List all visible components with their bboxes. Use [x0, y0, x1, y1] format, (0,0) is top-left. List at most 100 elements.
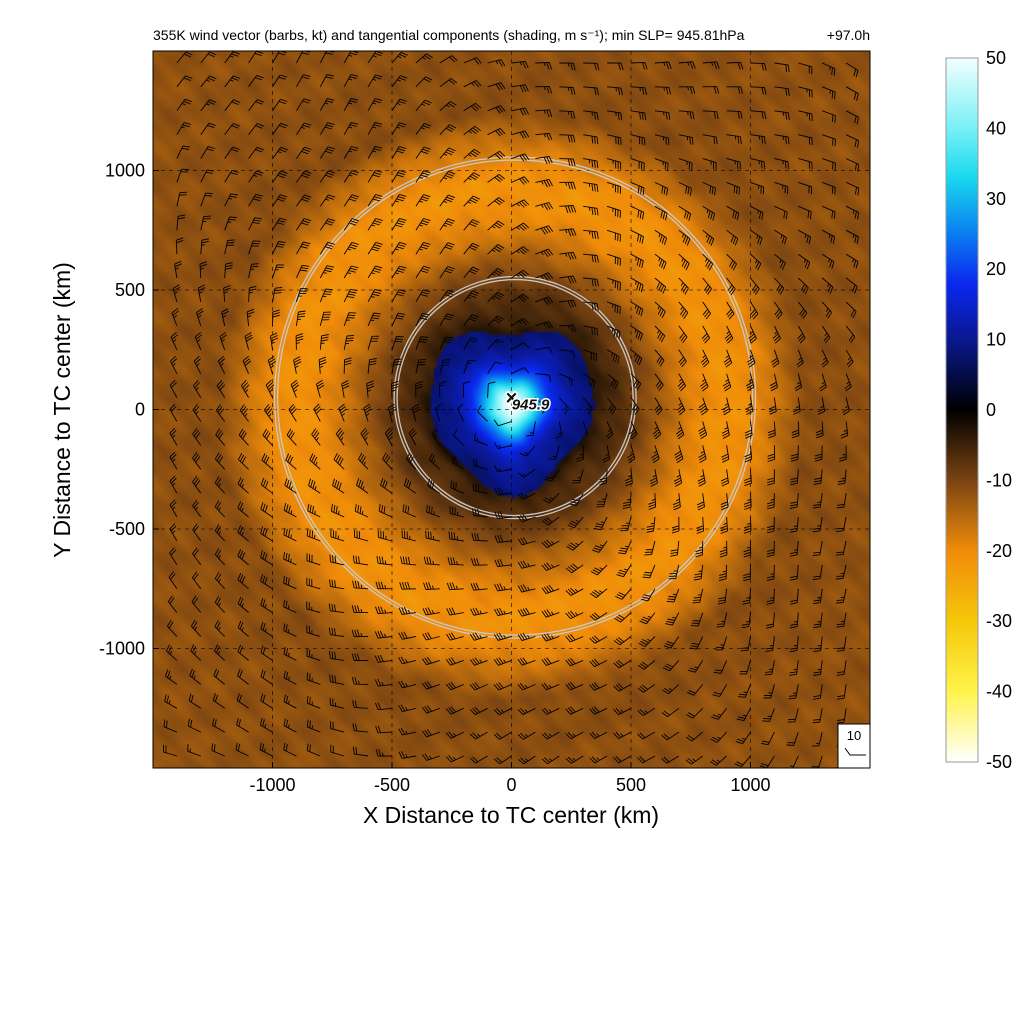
wind-barb [200, 238, 210, 255]
wind-barb [487, 127, 506, 137]
wind-barb [662, 660, 680, 672]
wind-barb [176, 145, 191, 159]
wind-barb [544, 469, 560, 482]
wind-barb [582, 397, 593, 415]
wind-barb [293, 356, 302, 374]
wind-barb [319, 74, 335, 88]
wind-barb [272, 264, 285, 279]
tc-center: × 945.9 [504, 386, 551, 415]
wind-barb [666, 588, 680, 603]
wind-barb [583, 277, 599, 287]
wind-barb [463, 290, 480, 303]
wind-barb [535, 155, 553, 164]
wind-barb [813, 588, 823, 605]
wind-barb [224, 170, 240, 183]
wind-barb [629, 421, 638, 440]
wind-barb [583, 349, 597, 362]
wind-barb [541, 516, 560, 526]
wind-barb [702, 229, 715, 246]
wind-barb [415, 99, 432, 112]
wind-barb [712, 684, 727, 697]
wind-barb [329, 579, 345, 590]
wind-barb [391, 265, 407, 279]
wind-barb [415, 380, 423, 398]
wind-barb [367, 98, 383, 112]
wind-barb [272, 217, 287, 231]
wind-barb [439, 78, 458, 88]
wind-barb [661, 755, 680, 764]
wind-barb [678, 158, 693, 171]
wind-barb [535, 225, 554, 235]
wind-barb [471, 533, 488, 542]
wind-barb [309, 453, 321, 470]
wind-barb [743, 540, 752, 558]
wind-barb [616, 564, 632, 578]
wind-barb [774, 301, 783, 320]
wind-barb [248, 99, 264, 112]
wind-barb [606, 277, 621, 290]
wind-barb [812, 564, 823, 581]
colorbar-tick-label: -40 [986, 682, 1012, 702]
wind-barb [511, 199, 530, 208]
colorbar: 50 40 30 20 10 0 -10 -20 -30 -40 -50 [945, 48, 1012, 772]
wind-barb [375, 606, 393, 615]
wind-barb [422, 607, 440, 616]
wind-barb [620, 516, 632, 532]
wind-barb [319, 265, 335, 279]
wind-barb [686, 707, 704, 719]
wind-barb [565, 731, 584, 740]
wind-barb [169, 427, 178, 446]
wind-barb [678, 229, 691, 246]
wind-barb [391, 358, 402, 374]
wind-barb [813, 660, 823, 676]
wind-barb [672, 493, 681, 511]
wind-barb [813, 493, 823, 509]
wind-barb [191, 571, 202, 590]
wind-barb [457, 403, 465, 422]
wind-barb [606, 205, 621, 218]
wind-barb [439, 124, 457, 136]
wind-barb [469, 682, 488, 691]
wind-barb [761, 731, 775, 746]
wind-barb [415, 122, 432, 135]
wind-barb [400, 556, 416, 566]
wind-barb [768, 397, 777, 415]
wind-barb [542, 492, 560, 504]
wind-barb [453, 428, 465, 446]
wind-barb [535, 346, 553, 354]
wind-barb [642, 564, 656, 579]
wind-barb [548, 445, 560, 460]
wind-barb [238, 452, 249, 470]
wind-barb [517, 755, 536, 765]
wind-barb [741, 612, 751, 629]
wind-barb [306, 648, 321, 661]
x-axis-ticks: -1000 -500 0 500 1000 [249, 762, 771, 795]
wind-barb [318, 356, 327, 374]
wind-barb [398, 680, 417, 689]
wind-barb [721, 421, 730, 439]
wind-barb [541, 682, 560, 691]
wind-barb [248, 170, 264, 183]
wind-barb [313, 403, 322, 422]
wind-barb [367, 51, 383, 64]
wind-barb [405, 452, 417, 470]
wind-barb [702, 110, 719, 119]
wind-barb [221, 308, 229, 326]
wind-barb [329, 674, 345, 685]
wind-barb [470, 582, 488, 591]
wind-barb [541, 755, 560, 765]
wind-barb [774, 62, 790, 73]
wind-barb [214, 595, 226, 613]
wind-barb [766, 516, 775, 534]
x-tick-label: 1000 [730, 775, 770, 795]
wind-barb [602, 445, 611, 463]
wind-barb [630, 110, 647, 121]
wind-barb [654, 61, 672, 70]
wind-barb [744, 469, 752, 487]
wind-barb [661, 707, 680, 718]
wind-barb [283, 599, 297, 614]
wind-barb [295, 333, 304, 350]
wind-barb [398, 704, 417, 713]
wind-barb [511, 130, 530, 139]
wind-barb [583, 301, 599, 311]
